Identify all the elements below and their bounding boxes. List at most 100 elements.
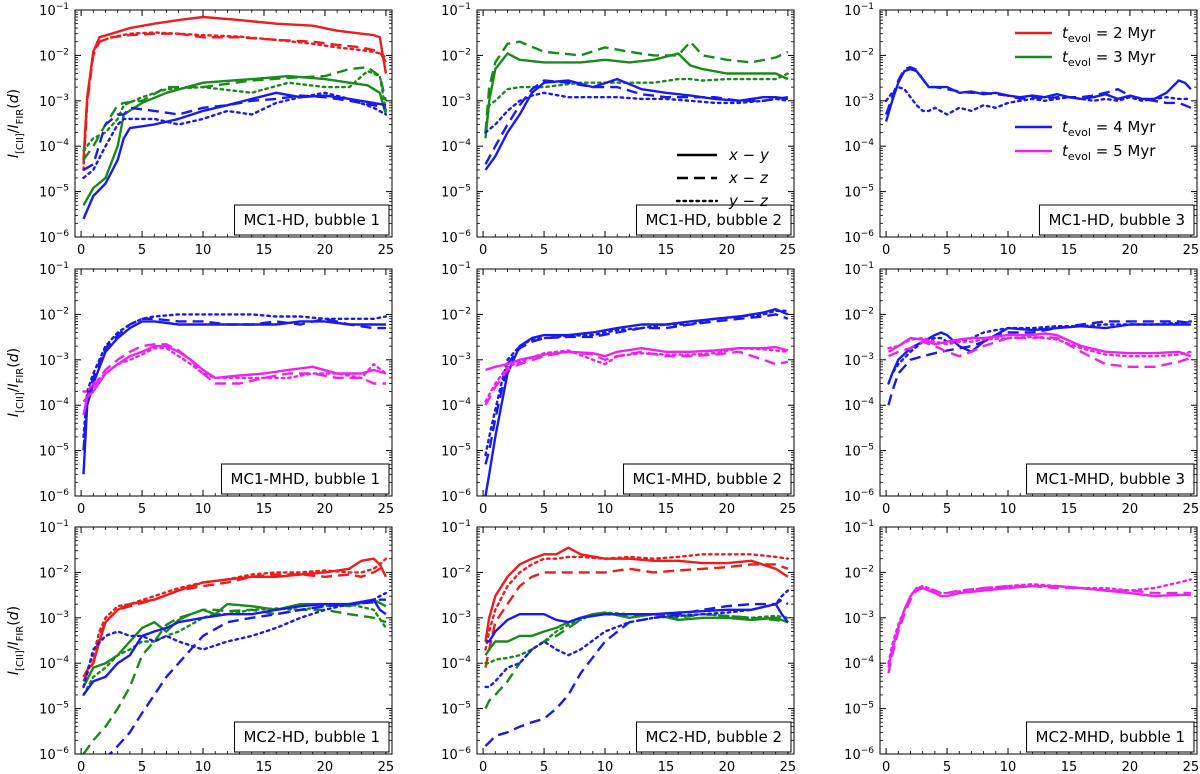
x-tick-label: 15 (1061, 760, 1078, 774)
y-tick-label: 10−5 (844, 701, 874, 718)
x-tick-label: 0 (479, 243, 487, 258)
plot-frame (74, 268, 393, 497)
panel-title: MC2-HD, bubble 1 (243, 728, 380, 746)
series-line (484, 52, 789, 139)
y-tick-label: 10−3 (844, 93, 874, 110)
panel-title-box: MC1-HD, bubble 2 (635, 204, 792, 236)
x-tick-label: 5 (943, 760, 951, 774)
y-tick-label: 10−4 (441, 397, 471, 414)
x-tick-label: 5 (540, 243, 548, 258)
y-tick-label: 10−2 (844, 306, 874, 323)
series-line (82, 343, 386, 403)
x-tick-label: 0 (882, 243, 890, 258)
series-line (82, 567, 387, 682)
y-tick-label: 10−6 (441, 746, 471, 763)
y-tick-label: 10−1 (441, 261, 471, 278)
x-tick-label: 25 (1183, 243, 1200, 258)
panel-title: MC1-HD, bubble 1 (243, 211, 380, 229)
panel-title: MC1-HD, bubble 3 (1048, 211, 1185, 229)
panel: 0 5 10 15 20 25 10−6 10−5 10−4 10−3 10−2 10−1 MC1-HD… (6, 2, 394, 258)
y-tick-label: 10−1 (39, 261, 69, 278)
x-tick-label: 10 (1000, 243, 1017, 258)
series-line (887, 584, 1191, 674)
x-tick-label: 10 (597, 243, 614, 258)
series-line (82, 94, 387, 171)
x-tick-label: 20 (317, 502, 334, 517)
series-line (82, 557, 388, 689)
series-group (484, 308, 790, 496)
x-tick-label: 20 (719, 502, 736, 517)
panel: 0 5 10 15 20 25 10−6 10−5 10−4 10−3 10−2 10−1 MC2-HD… (6, 519, 394, 774)
plot-frame (879, 268, 1198, 497)
y-tick-label: 10−6 (844, 488, 874, 505)
y-tick-label: 10−4 (844, 138, 874, 155)
x-tick-label: 15 (658, 502, 675, 517)
x-tick-label: 10 (1000, 502, 1017, 517)
y-tick-label: 10−4 (39, 397, 69, 414)
series-group (82, 557, 388, 754)
panel-title: MC1-MHD, bubble 1 (231, 470, 380, 488)
series-group (884, 66, 1193, 122)
y-axis-label: I[CII]/IFIR(d) (6, 89, 26, 158)
series-line (484, 546, 789, 642)
x-tick-label: 5 (943, 502, 951, 517)
series-group (484, 546, 790, 747)
y-tick-label: 10−6 (39, 488, 69, 505)
legend-label: tevol = 4 Myr (1062, 118, 1156, 139)
x-tick-label: 15 (658, 760, 675, 774)
y-tick-label: 10−4 (441, 138, 471, 155)
panel-title-box: MC1-MHD, bubble 2 (623, 463, 792, 495)
x-tick-label: 10 (597, 760, 614, 774)
series-line (82, 320, 386, 475)
panel-title: MC1-MHD, bubble 2 (633, 470, 782, 488)
x-tick-label: 20 (1122, 243, 1139, 258)
y-tick-label: 10−1 (441, 519, 471, 536)
series-group (82, 15, 388, 220)
series-line (82, 344, 387, 416)
y-tick-label: 10−6 (39, 229, 69, 246)
series-line (484, 72, 790, 134)
plot-frame (879, 9, 1198, 238)
x-tick-label: 5 (138, 760, 146, 774)
y-tick-label: 10−5 (39, 443, 69, 460)
y-tick-label: 10−2 (39, 564, 69, 581)
series-line (484, 79, 789, 165)
x-tick-label: 15 (658, 243, 675, 258)
y-tick-label: 10−1 (39, 2, 69, 19)
y-tick-label: 10−3 (441, 352, 471, 369)
x-tick-label: 25 (780, 243, 797, 258)
y-tick-label: 10−2 (844, 47, 874, 64)
series-line (82, 91, 388, 180)
series-line (887, 335, 1193, 358)
x-tick-label: 15 (256, 243, 273, 258)
x-tick-label: 15 (256, 760, 273, 774)
panel: 0 5 10 15 20 25 10−6 10−5 10−4 10−3 10−2 10−1 MC1-MH… (6, 261, 394, 517)
y-tick-label: 10−3 (844, 352, 874, 369)
series-line (82, 608, 387, 754)
y-tick-label: 10−6 (441, 229, 471, 246)
y-tick-label: 10−2 (441, 564, 471, 581)
series-line (887, 320, 1193, 385)
panel-title: MC1-MHD, bubble 3 (1036, 470, 1185, 488)
x-tick-label: 0 (479, 760, 487, 774)
x-tick-label: 25 (1183, 760, 1200, 774)
series-line (82, 602, 388, 697)
series-line (887, 332, 1192, 358)
series-line (82, 591, 388, 689)
y-tick-label: 10−6 (844, 229, 874, 246)
series-line (82, 347, 388, 393)
legend-label: x − z (728, 169, 769, 187)
x-tick-label: 5 (540, 502, 548, 517)
y-tick-label: 10−5 (441, 443, 471, 460)
series-line (82, 313, 388, 439)
panel: 0 5 10 15 20 25 10−6 10−5 10−4 10−3 10−2 10−1 MC2-HD… (441, 519, 796, 774)
panel-title: MC2-HD, bubble 2 (645, 728, 782, 746)
panel-title-box: MC1-MHD, bubble 1 (221, 463, 390, 495)
x-tick-label: 10 (597, 502, 614, 517)
x-tick-label: 0 (77, 243, 85, 258)
y-tick-label: 10−5 (39, 184, 69, 201)
series-line (484, 313, 789, 465)
series-line (484, 350, 789, 406)
y-tick-label: 10−3 (441, 93, 471, 110)
y-tick-label: 10−4 (39, 138, 69, 155)
